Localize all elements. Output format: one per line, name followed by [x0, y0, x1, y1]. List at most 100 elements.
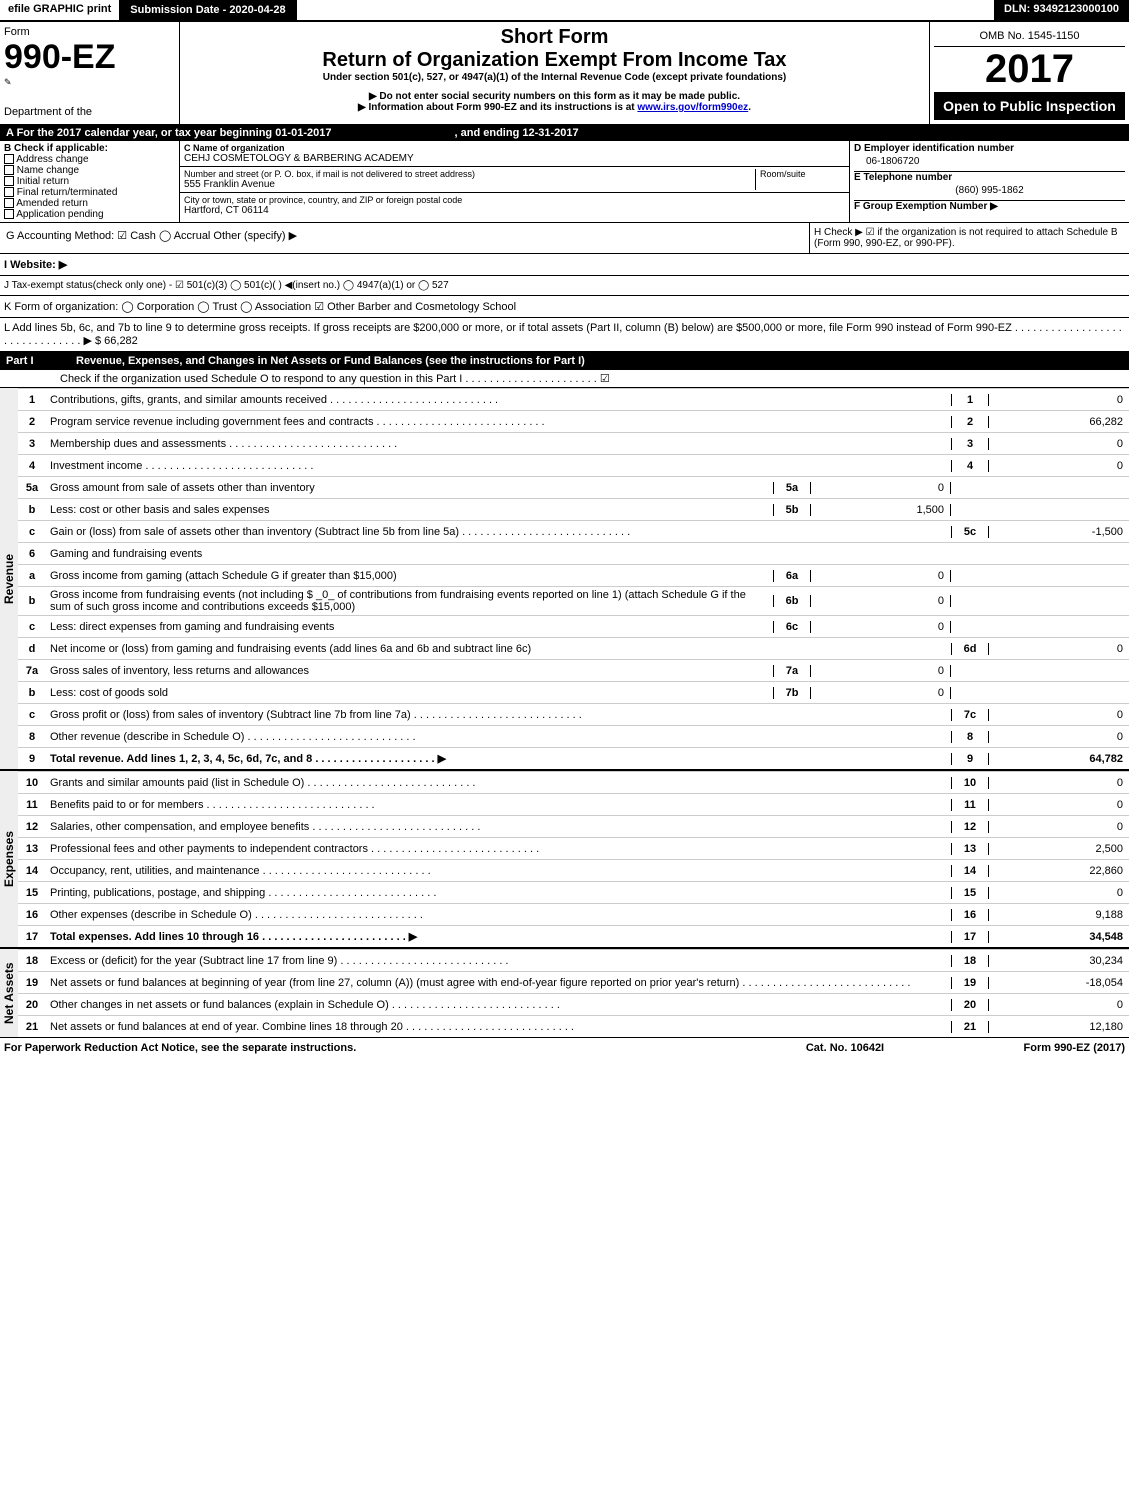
period-end: , and ending 12-31-2017 — [455, 127, 579, 139]
line-16-text: Other expenses (describe in Schedule O) — [46, 907, 951, 923]
tax-year: 2017 — [934, 47, 1125, 92]
irs-link[interactable]: www.irs.gov/form990ez — [637, 102, 748, 113]
open-to-public: Open to Public Inspection — [934, 92, 1125, 120]
line-4: 4Investment income40 — [18, 454, 1129, 476]
period-row: A For the 2017 calendar year, or tax yea… — [0, 125, 1129, 141]
group-exemption-label: F Group Exemption Number ▶ — [854, 201, 1125, 212]
line-5c-text: Gain or (loss) from sale of assets other… — [46, 524, 951, 540]
line-7c-text: Gross profit or (loss) from sales of inv… — [46, 707, 951, 723]
line-2: 2Program service revenue including gover… — [18, 410, 1129, 432]
line-6c-mn: 6c — [773, 621, 811, 633]
main-title: Return of Organization Exempt From Incom… — [184, 49, 925, 72]
chk-name-change[interactable]: Name change — [4, 165, 175, 176]
line-6-num: 6 — [18, 548, 46, 560]
warning-2-text: ▶ Information about Form 990-EZ and its … — [358, 102, 637, 113]
line-5b-mn: 5b — [773, 504, 811, 516]
line-6a-mv: 0 — [811, 570, 951, 582]
chk-amended-label: Amended return — [16, 198, 88, 209]
line-2-rval: 66,282 — [989, 416, 1129, 428]
line-10-text: Grants and similar amounts paid (list in… — [46, 775, 951, 791]
line-1-num: 1 — [18, 394, 46, 406]
line-4-text: Investment income — [46, 458, 951, 474]
footer-left: For Paperwork Reduction Act Notice, see … — [4, 1042, 745, 1054]
line-17-num: 17 — [18, 931, 46, 943]
line-9: 9Total revenue. Add lines 1, 2, 3, 4, 5c… — [18, 747, 1129, 769]
line-12: 12Salaries, other compensation, and empl… — [18, 815, 1129, 837]
line-11-num: 11 — [18, 799, 46, 811]
line-20-text: Other changes in net assets or fund bala… — [46, 997, 951, 1013]
part-1-check: Check if the organization used Schedule … — [0, 370, 1129, 388]
line-5c-num: c — [18, 526, 46, 538]
chk-address-label: Address change — [16, 154, 88, 165]
line-11-rnum: 11 — [951, 799, 989, 811]
line-6c: cLess: direct expenses from gaming and f… — [18, 615, 1129, 637]
part-1-title: Revenue, Expenses, and Changes in Net As… — [70, 352, 1129, 370]
line-10: 10Grants and similar amounts paid (list … — [18, 771, 1129, 793]
line-16-num: 16 — [18, 909, 46, 921]
line-16-rval: 9,188 — [989, 909, 1129, 921]
line-7c-rnum: 7c — [951, 709, 989, 721]
line-8-rval: 0 — [989, 731, 1129, 743]
line-21-num: 21 — [18, 1021, 46, 1033]
line-11-text: Benefits paid to or for members — [46, 797, 951, 813]
line-11-rval: 0 — [989, 799, 1129, 811]
line-17: 17Total expenses. Add lines 10 through 1… — [18, 925, 1129, 947]
line-6c-num: c — [18, 621, 46, 633]
line-12-num: 12 — [18, 821, 46, 833]
line-18-rval: 30,234 — [989, 955, 1129, 967]
line-5a-mv: 0 — [811, 482, 951, 494]
line-9-rval: 64,782 — [989, 753, 1129, 765]
line-5c-rnum: 5c — [951, 526, 989, 538]
line-5b-num: b — [18, 504, 46, 516]
line-5b-text: Less: cost or other basis and sales expe… — [46, 502, 773, 518]
line-5a-text: Gross amount from sale of assets other t… — [46, 480, 773, 496]
efile-print-label[interactable]: efile GRAPHIC print — [0, 0, 119, 20]
line-6: 6Gaming and fundraising events — [18, 542, 1129, 564]
line-6b-mv: 0 — [811, 595, 951, 607]
line-10-rval: 0 — [989, 777, 1129, 789]
line-18-text: Excess or (deficit) for the year (Subtra… — [46, 953, 951, 969]
chk-application-pending[interactable]: Application pending — [4, 209, 175, 220]
line-7b-mn: 7b — [773, 687, 811, 699]
chk-initial-return[interactable]: Initial return — [4, 176, 175, 187]
chk-final-return[interactable]: Final return/terminated — [4, 187, 175, 198]
net-assets-section: Net Assets 18Excess or (deficit) for the… — [0, 947, 1129, 1037]
line-10-num: 10 — [18, 777, 46, 789]
footer-form: Form 990-EZ (2017) — [945, 1042, 1125, 1054]
line-5b: bLess: cost or other basis and sales exp… — [18, 498, 1129, 520]
box-def: D Employer identification number 06-1806… — [849, 141, 1129, 222]
line-15: 15Printing, publications, postage, and s… — [18, 881, 1129, 903]
line-14-rnum: 14 — [951, 865, 989, 877]
line-12-text: Salaries, other compensation, and employ… — [46, 819, 951, 835]
line-7a-mv: 0 — [811, 665, 951, 677]
submission-date-button[interactable]: Submission Date - 2020-04-28 — [119, 0, 296, 20]
line-7b-num: b — [18, 687, 46, 699]
line-21-text: Net assets or fund balances at end of ye… — [46, 1019, 951, 1035]
line-9-text: Total revenue. Add lines 1, 2, 3, 4, 5c,… — [46, 750, 951, 767]
line-12-rval: 0 — [989, 821, 1129, 833]
chk-address-change[interactable]: Address change — [4, 154, 175, 165]
street-label: Number and street (or P. O. box, if mail… — [184, 169, 755, 179]
line-8-rnum: 8 — [951, 731, 989, 743]
line-6c-mv: 0 — [811, 621, 951, 633]
line-8-num: 8 — [18, 731, 46, 743]
line-4-rnum: 4 — [951, 460, 989, 472]
room-suite-label: Room/suite — [755, 169, 845, 190]
row-g-h: G Accounting Method: ☑ Cash ◯ Accrual Ot… — [0, 223, 1129, 254]
line-6b-num: b — [18, 595, 46, 607]
line-17-rval: 34,548 — [989, 931, 1129, 943]
line-17-text: Total expenses. Add lines 10 through 16 … — [46, 928, 951, 945]
org-info-block: B Check if applicable: Address change Na… — [0, 141, 1129, 223]
line-16-rnum: 16 — [951, 909, 989, 921]
line-1-rval: 0 — [989, 394, 1129, 406]
line-18: 18Excess or (deficit) for the year (Subt… — [18, 949, 1129, 971]
box-b-title: B Check if applicable: — [4, 143, 175, 154]
line-18-rnum: 18 — [951, 955, 989, 967]
line-6b-mn: 6b — [773, 595, 811, 607]
line-5c-rval: -1,500 — [989, 526, 1129, 538]
line-5a: 5aGross amount from sale of assets other… — [18, 476, 1129, 498]
chk-amended-return[interactable]: Amended return — [4, 198, 175, 209]
line-6d-text: Net income or (loss) from gaming and fun… — [46, 641, 951, 657]
expenses-section: Expenses 10Grants and similar amounts pa… — [0, 769, 1129, 947]
line-19-rnum: 19 — [951, 977, 989, 989]
